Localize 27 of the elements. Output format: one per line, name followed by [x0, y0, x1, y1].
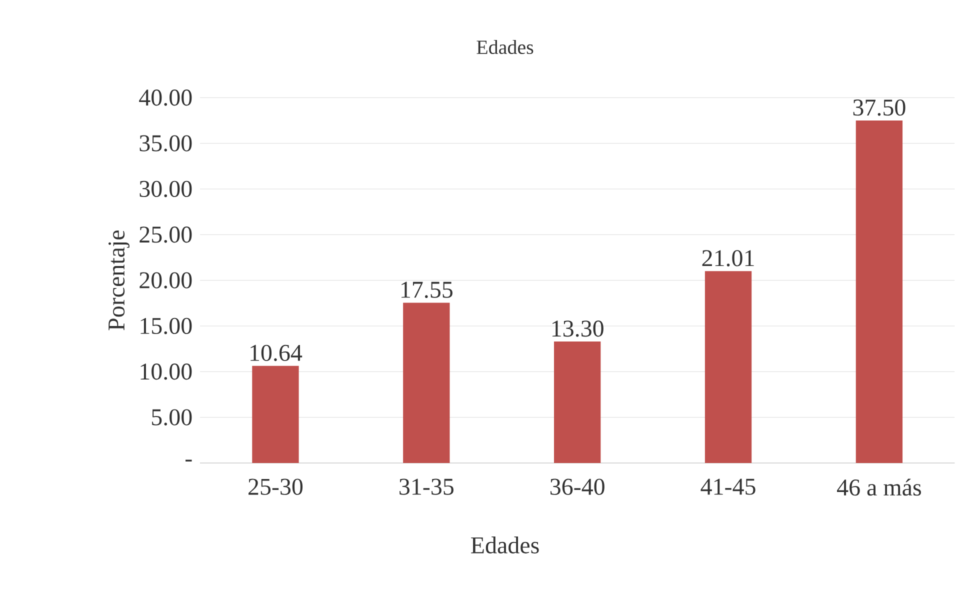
- x-tick-label: 46 a más: [837, 478, 921, 496]
- bar: [856, 120, 903, 463]
- bar: [704, 271, 752, 463]
- y-tick-label: 10.00: [140, 364, 192, 380]
- data-label: 10.64: [250, 344, 302, 362]
- data-label: 17.55: [402, 282, 452, 298]
- bar: [252, 366, 299, 463]
- y-axis-title: Porcentaje: [108, 230, 130, 330]
- y-tick-label: 30.00: [140, 180, 192, 198]
- y-tick-label: 20.00: [140, 272, 192, 288]
- data-label: 21.01: [702, 250, 754, 266]
- y-tick-label: 25.00: [140, 226, 192, 243]
- data-label: 13.30: [552, 320, 604, 337]
- x-tick-label: 31-35: [400, 478, 454, 495]
- y-tick-label: -: [186, 460, 192, 462]
- y-tick-label: 35.00: [140, 135, 192, 152]
- y-tick-label: 40.00: [139, 90, 192, 106]
- bar: [554, 342, 601, 463]
- x-tick-label: 36-40: [550, 478, 604, 495]
- bar: [403, 302, 450, 463]
- y-tick-label: 5.00: [152, 409, 192, 426]
- chart-title: Edades: [476, 40, 534, 54]
- y-tick-label: 15.00: [140, 318, 192, 334]
- data-label: 37.50: [853, 99, 906, 116]
- x-axis-title: Edades: [471, 536, 539, 554]
- x-tick-label: 25-30: [248, 478, 303, 495]
- x-tick-label: 41-45: [700, 478, 756, 495]
